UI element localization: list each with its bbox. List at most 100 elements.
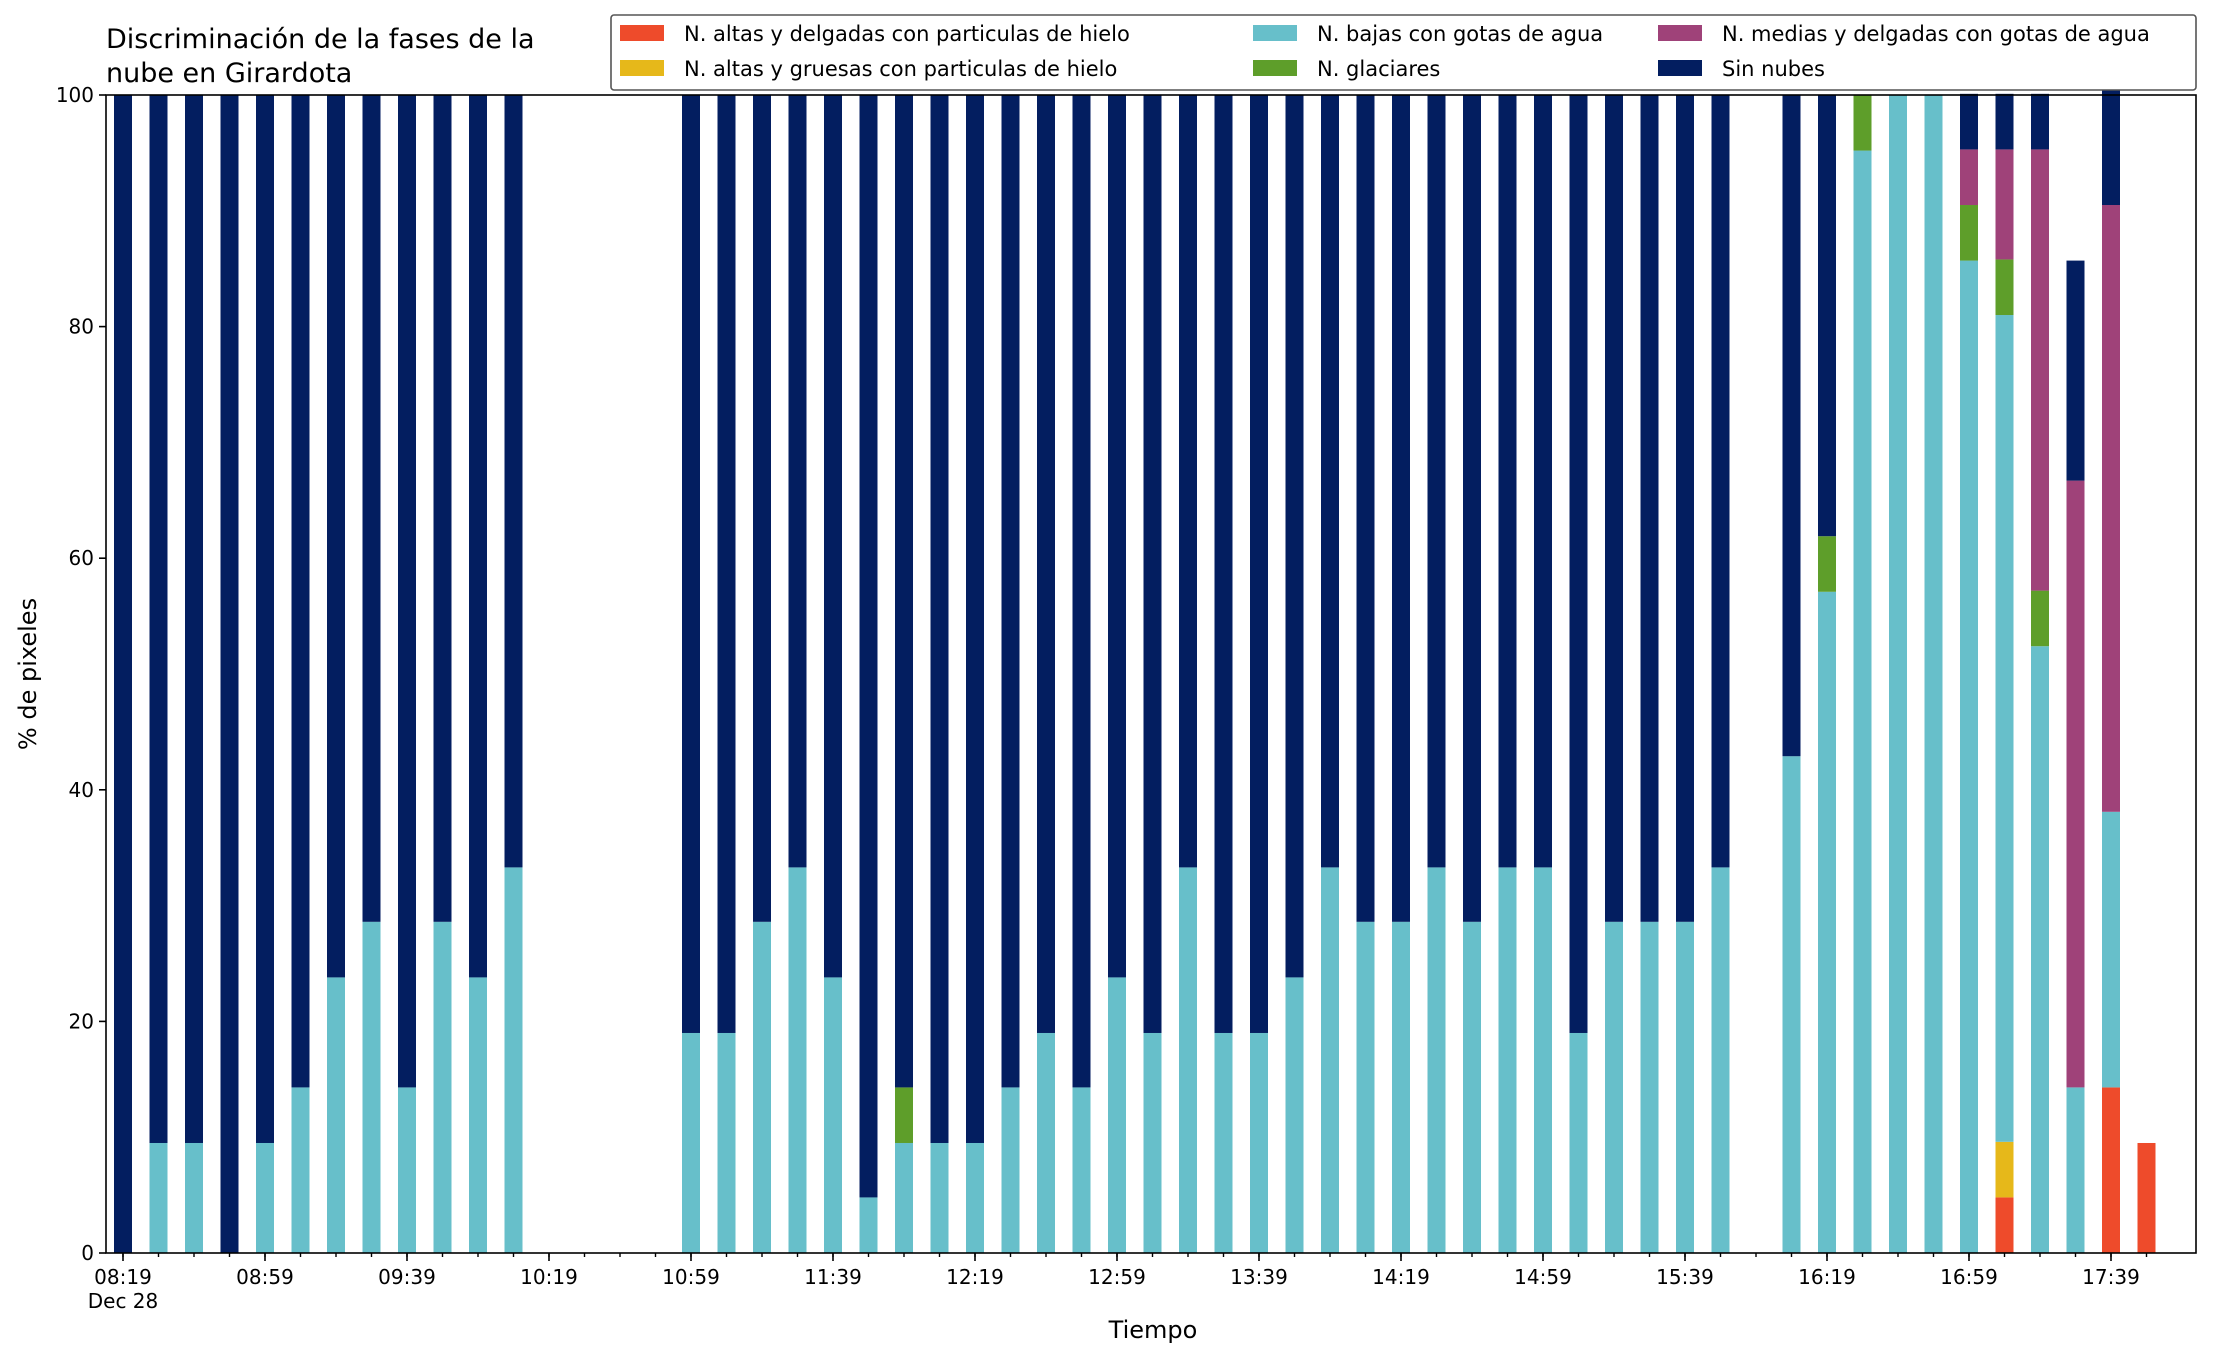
y-tick-label: 40 (69, 778, 94, 802)
bar-segment-1709-s3 (1995, 259, 2014, 316)
bar-segment-1519-s5 (1605, 95, 1623, 922)
legend-swatch-1 (620, 60, 664, 76)
bar-segment-1709-s2 (1995, 315, 2014, 1142)
bar-segment-1219-s5 (966, 95, 984, 1143)
bar-segment-1659-s2 (1960, 260, 1978, 1254)
legend-label-3: N. glaciares (1317, 57, 1440, 81)
bar-segment-1659-s3 (1960, 205, 1978, 261)
bar-segment-1139-s5 (824, 95, 842, 978)
bar-segment-1749-s0 (2137, 1142, 2156, 1253)
y-axis-label: % de pixeles (14, 598, 42, 750)
bar-segment-1509-s5 (1569, 95, 1588, 1033)
x-tick-label: 12:59 (1088, 1265, 1146, 1289)
bar-segment-1529-s2 (1640, 921, 1659, 1253)
bar-segment-1419-s5 (1392, 95, 1410, 922)
bar-segment-1549-s5 (1711, 95, 1730, 868)
bar-segment-1739-s2 (2102, 811, 2120, 1088)
bar-segment-0859-s2 (256, 1142, 274, 1253)
bar-segment-1229-s5 (1001, 95, 1020, 1088)
x-tick-label: 11:39 (804, 1265, 862, 1289)
bar-segment-1709-s5 (1995, 93, 2014, 150)
bar-segment-0949-s2 (433, 921, 452, 1253)
legend-label-1: N. altas y gruesas con particulas de hie… (684, 57, 1117, 81)
bar-segment-1359-s5 (1321, 95, 1339, 868)
bar-segment-1539-s5 (1676, 95, 1694, 922)
bar-segment-1009-s2 (504, 867, 523, 1253)
y-tick-label: 60 (69, 546, 94, 570)
bar-segment-1159-s5 (895, 95, 913, 1088)
bar-segment-1609-s2 (1782, 756, 1801, 1253)
x-tick-label: 13:39 (1230, 1265, 1288, 1289)
bar-segment-1409-s2 (1356, 921, 1375, 1253)
y-tick-label: 20 (69, 1009, 94, 1033)
bar-segment-1249-s2 (1072, 1087, 1091, 1253)
bar-segment-1239-s2 (1037, 1032, 1055, 1253)
bar-segment-1159-s2 (895, 1142, 913, 1253)
bar-segment-0859-s5 (256, 95, 274, 1143)
bar-segment-1239-s5 (1037, 95, 1055, 1033)
x-tick-label: 16:19 (1798, 1265, 1856, 1289)
bar-segment-1619-s2 (1818, 591, 1836, 1253)
bar-segment-1359-s2 (1321, 867, 1339, 1253)
legend-label-4: N. medias y delgadas con gotas de agua (1722, 22, 2150, 46)
legend-swatch-4 (1658, 25, 1702, 41)
bar-segment-1619-s5 (1818, 95, 1836, 537)
bar-segment-1449-s2 (1498, 867, 1517, 1253)
bar-segment-1659-s5 (1960, 93, 1978, 150)
bar-segment-1609-s5 (1782, 95, 1801, 757)
bar-segment-0919-s2 (327, 977, 345, 1253)
bar-segment-1159-s3 (895, 1087, 913, 1143)
bar-segment-1529-s5 (1640, 95, 1659, 922)
bar-segment-0829-s5 (149, 95, 168, 1143)
bar-segment-1719-s5 (2031, 93, 2049, 150)
bar-segment-1309-s2 (1143, 1032, 1162, 1253)
bar-segment-1709-s1 (1995, 1141, 2014, 1198)
x-tick-label: 10:19 (520, 1265, 578, 1289)
bar-segment-1459-s2 (1534, 867, 1552, 1253)
bar-segment-0929-s2 (362, 921, 381, 1253)
bar-segment-1719-s4 (2031, 149, 2049, 591)
bar-segment-0959-s5 (469, 95, 487, 978)
bar-segment-0849-s5 (220, 95, 239, 1253)
bar-segment-0819-s5 (114, 95, 132, 1253)
bar-segment-1109-s2 (717, 1032, 736, 1253)
bar-segment-1709-s0 (1995, 1197, 2014, 1253)
legend-swatch-2 (1253, 25, 1297, 41)
legend: N. altas y delgadas con particulas de hi… (610, 14, 2197, 91)
x-tick-label: 15:39 (1656, 1265, 1714, 1289)
bars-layer (114, 39, 2156, 1254)
bar-segment-0839-s2 (185, 1142, 203, 1253)
bar-segment-0929-s5 (362, 95, 381, 922)
bar-segment-0959-s2 (469, 977, 487, 1253)
plot-frame (105, 94, 2197, 1254)
bar-segment-0939-s2 (398, 1087, 416, 1253)
bar-segment-1319-s5 (1179, 95, 1197, 868)
bar-segment-1349-s5 (1285, 95, 1304, 978)
bar-segment-1119-s2 (753, 921, 771, 1253)
bar-segment-1659-s4 (1960, 149, 1978, 206)
bar-segment-1709-s4 (1995, 149, 2014, 260)
bar-segment-1229-s2 (1001, 1087, 1020, 1253)
bar-segment-0949-s5 (433, 95, 452, 922)
x-tick-label: 14:59 (1514, 1265, 1572, 1289)
bar-segment-1149-s2 (859, 1197, 878, 1253)
bar-segment-1439-s5 (1463, 95, 1481, 922)
bar-segment-1639-s2 (1889, 95, 1907, 1253)
bar-segment-1629-s2 (1853, 150, 1872, 1254)
bar-segment-1339-s5 (1250, 95, 1268, 1033)
x-tick-label: 17:39 (2082, 1265, 2140, 1289)
bar-segment-1219-s2 (966, 1142, 984, 1253)
bar-segment-1129-s2 (788, 867, 807, 1253)
x-tick-label: 10:59 (662, 1265, 720, 1289)
bar-segment-0939-s5 (398, 95, 416, 1088)
bar-segment-0829-s2 (149, 1142, 168, 1253)
bar-segment-1509-s2 (1569, 1032, 1588, 1253)
bar-segment-1409-s5 (1356, 95, 1375, 922)
chart-title-line-2: nube en Girardota (106, 58, 352, 89)
legend-label-5: Sin nubes (1722, 57, 1825, 81)
bar-segment-1549-s2 (1711, 867, 1730, 1253)
bar-segment-1429-s5 (1427, 95, 1446, 868)
bar-segment-1719-s3 (2031, 590, 2049, 647)
